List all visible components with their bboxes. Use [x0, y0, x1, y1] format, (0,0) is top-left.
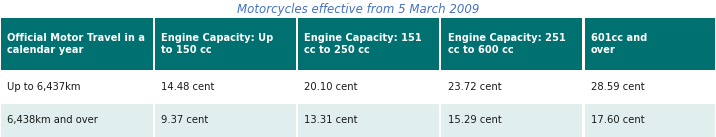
- Bar: [299, 70, 439, 103]
- Text: 20.10 cent: 20.10 cent: [304, 82, 358, 92]
- Text: Engine Capacity: 251
cc to 600 cc: Engine Capacity: 251 cc to 600 cc: [448, 33, 565, 55]
- Bar: [584, 18, 715, 70]
- Text: 15.29 cent: 15.29 cent: [448, 115, 501, 125]
- Text: Engine Capacity: Up
to 150 cc: Engine Capacity: Up to 150 cc: [161, 33, 274, 55]
- Text: Engine Capacity: 151
cc to 250 cc: Engine Capacity: 151 cc to 250 cc: [304, 33, 422, 55]
- Text: Motorcycles effective from 5 March 2009: Motorcycles effective from 5 March 2009: [237, 2, 479, 15]
- Bar: [155, 70, 296, 103]
- Bar: [584, 70, 715, 103]
- Text: 601cc and
over: 601cc and over: [591, 33, 647, 55]
- Text: Official Motor Travel in a
calendar year: Official Motor Travel in a calendar year: [7, 33, 145, 55]
- Bar: [155, 104, 296, 137]
- Text: 9.37 cent: 9.37 cent: [161, 115, 208, 125]
- Bar: [584, 104, 715, 137]
- Bar: [155, 18, 296, 70]
- Text: Up to 6,437km: Up to 6,437km: [7, 82, 81, 92]
- Bar: [441, 18, 582, 70]
- Text: 17.60 cent: 17.60 cent: [591, 115, 644, 125]
- Text: 14.48 cent: 14.48 cent: [161, 82, 215, 92]
- Text: 23.72 cent: 23.72 cent: [448, 82, 501, 92]
- Bar: [441, 104, 582, 137]
- Bar: [1, 104, 153, 137]
- Bar: [1, 70, 153, 103]
- Text: 13.31 cent: 13.31 cent: [304, 115, 358, 125]
- Bar: [1, 18, 153, 70]
- Text: 28.59 cent: 28.59 cent: [591, 82, 644, 92]
- Bar: [441, 70, 582, 103]
- Bar: [299, 18, 439, 70]
- Bar: [299, 104, 439, 137]
- Text: 6,438km and over: 6,438km and over: [7, 115, 98, 125]
